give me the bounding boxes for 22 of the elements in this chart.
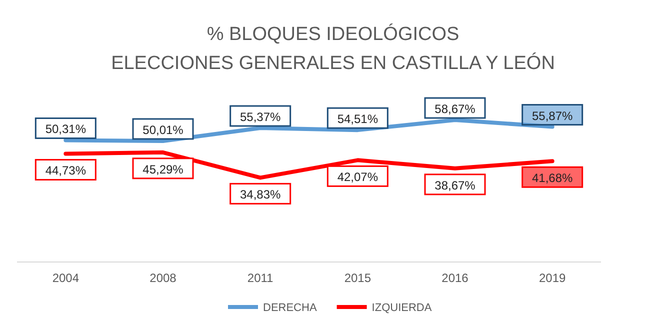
x-tick-label: 2015 — [344, 270, 372, 285]
data-label: 42,07% — [337, 170, 378, 184]
x-tick-label: 2008 — [150, 270, 177, 285]
x-tick-label: 2019 — [538, 270, 566, 285]
data-label: 50,01% — [142, 122, 184, 137]
data-label: 45,29% — [142, 162, 184, 176]
legend-label: DERECHA — [263, 302, 318, 314]
data-label: 58,67% — [434, 102, 476, 116]
x-tick-label: 2016 — [442, 270, 469, 285]
data-label: 55,37% — [240, 110, 282, 124]
chart-subtitle: ELECCIONES GENERALES EN CASTILLA Y LEÓN — [111, 52, 555, 74]
data-label: 38,67% — [434, 178, 476, 192]
x-tick-label: 2004 — [52, 270, 80, 285]
data-label: 55,87% — [532, 108, 574, 123]
data-label: 34,83% — [240, 188, 282, 202]
data-label: 41,68% — [532, 171, 574, 186]
data-label: 50,31% — [45, 122, 86, 136]
x-tick-label: 2011 — [247, 270, 274, 285]
data-label: 54,51% — [337, 112, 378, 126]
chart-title: % BLOQUES IDEOLÓGICOS — [206, 23, 460, 45]
data-label: 44,73% — [45, 164, 86, 178]
legend-label: IZQUIERDA — [372, 302, 432, 314]
